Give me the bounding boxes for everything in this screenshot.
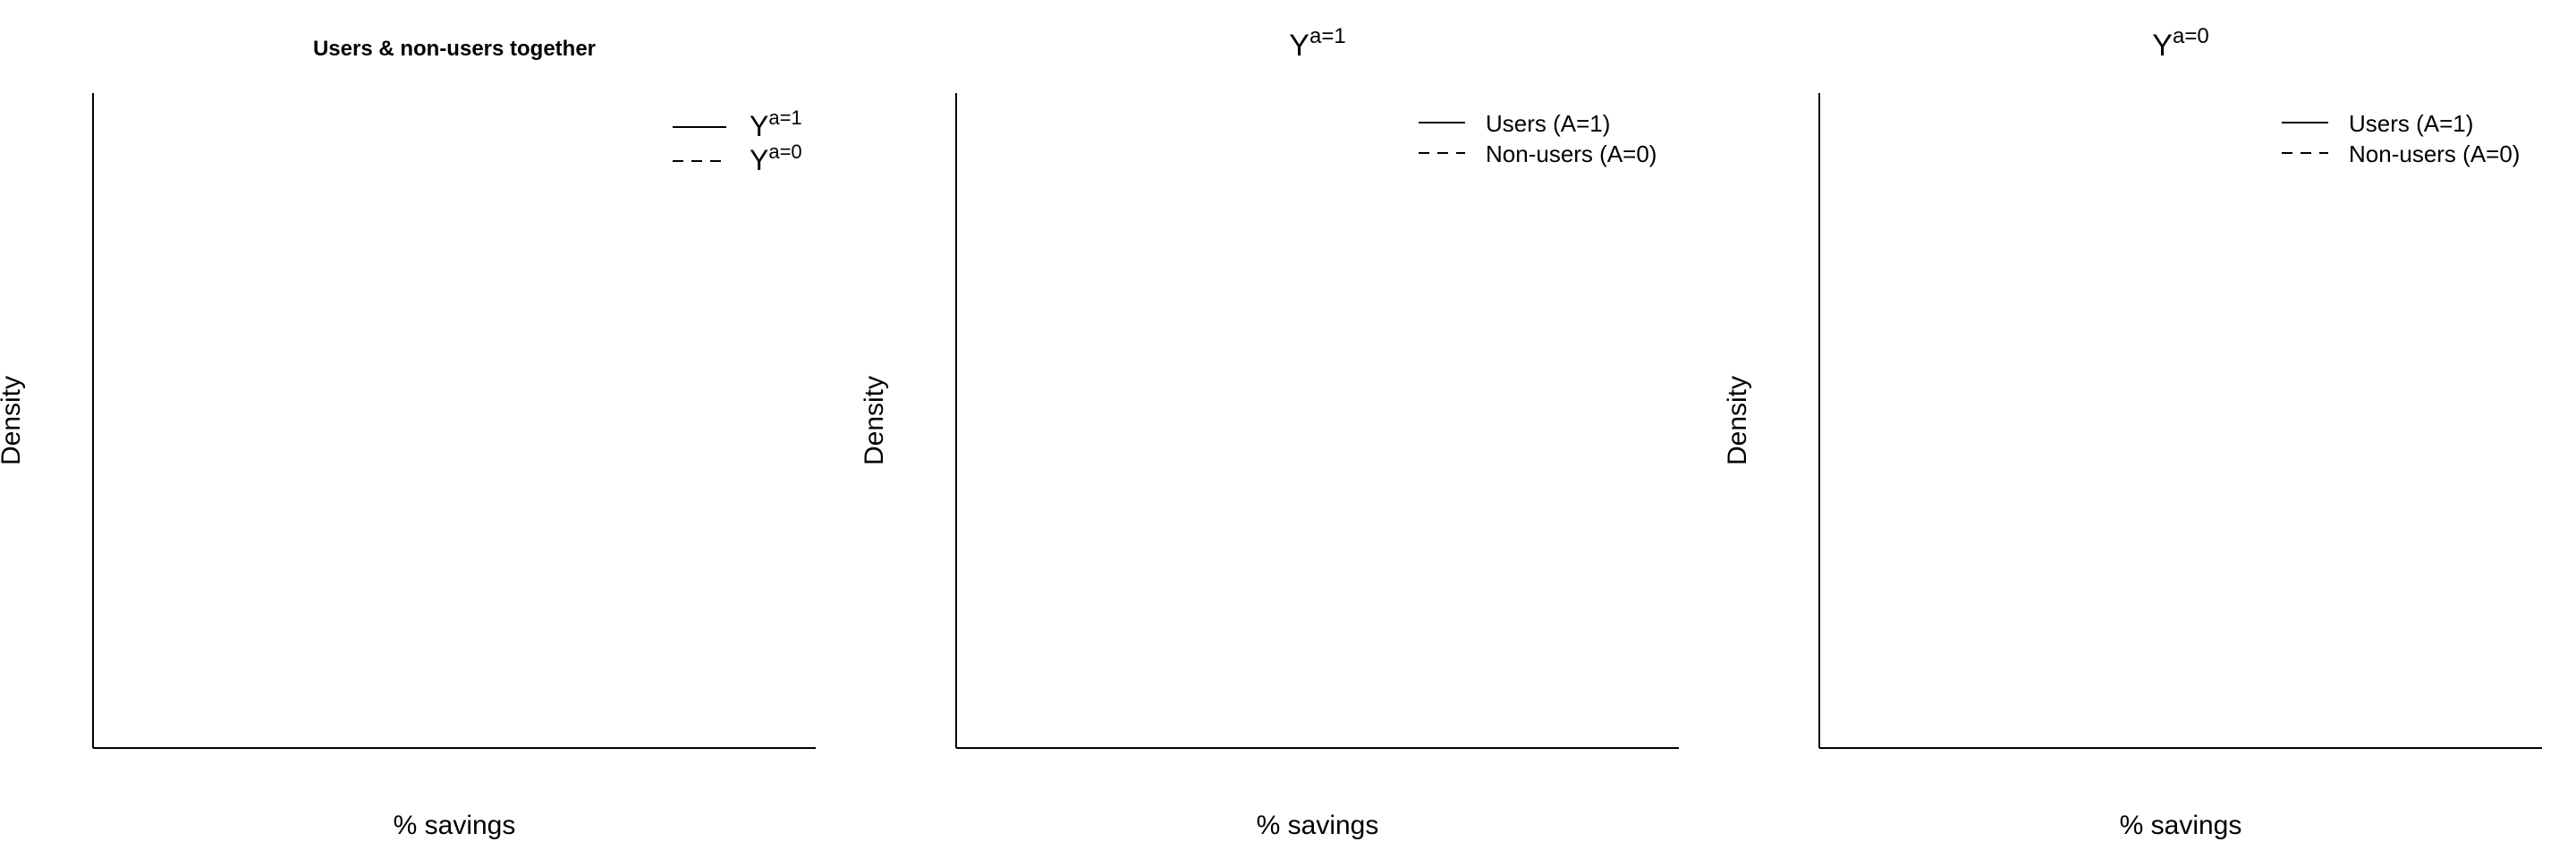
- chart-title: Users & non-users together: [313, 37, 596, 61]
- chart-title-superscript: a=0: [2173, 24, 2209, 48]
- legend: Users (A=1) Non-users (A=0): [2282, 110, 2520, 167]
- legend-label: Ya=0: [750, 140, 802, 176]
- legend: Users (A=1) Non-users (A=0): [1419, 110, 1657, 167]
- chart-title-main: Y: [2152, 29, 2173, 63]
- chart-panel-1: Users & non-users together % savings Densi…: [0, 37, 816, 840]
- x-axis-label: % savings: [1257, 811, 1379, 840]
- legend-label-superscript: a=0: [768, 140, 801, 163]
- y-axis-label: Density: [1723, 376, 1752, 465]
- legend-label-main: Non-users (A=0): [2349, 140, 2520, 167]
- legend-label-main: Users (A=1): [2349, 110, 2473, 137]
- legend-label: Non-users (A=0): [2349, 140, 2520, 167]
- chart-panel-2: Ya=1 % savings Density Users (A=1) Non-users…: [860, 24, 1679, 840]
- legend-label-main: Non-users (A=0): [1486, 140, 1657, 167]
- legend-label-main: Y: [750, 144, 768, 176]
- chart-title: Ya=0: [2152, 24, 2208, 63]
- legend-label: Users (A=1): [1486, 110, 1610, 137]
- legend-label: Non-users (A=0): [1486, 140, 1657, 167]
- chart-title-superscript: a=1: [1309, 24, 1346, 48]
- legend-label: Ya=1: [750, 106, 802, 142]
- chart-panel-3: Ya=0 % savings Density Users (A=1) Non-users…: [1723, 24, 2542, 840]
- legend-label: Users (A=1): [2349, 110, 2473, 137]
- y-axis-label: Density: [860, 376, 889, 465]
- y-axis-label: Density: [0, 376, 26, 465]
- legend-label-main: Y: [750, 110, 768, 142]
- x-axis-label: % savings: [394, 811, 516, 840]
- x-axis-label: % savings: [2120, 811, 2242, 840]
- chart-title: Ya=1: [1289, 24, 1345, 63]
- legend-label-main: Users (A=1): [1486, 110, 1610, 137]
- legend: Ya=1Ya=0: [673, 106, 802, 176]
- chart-title-main: Y: [1289, 29, 1309, 63]
- legend-label-superscript: a=1: [768, 106, 801, 129]
- chart-title-main: Users & non-users together: [313, 37, 596, 61]
